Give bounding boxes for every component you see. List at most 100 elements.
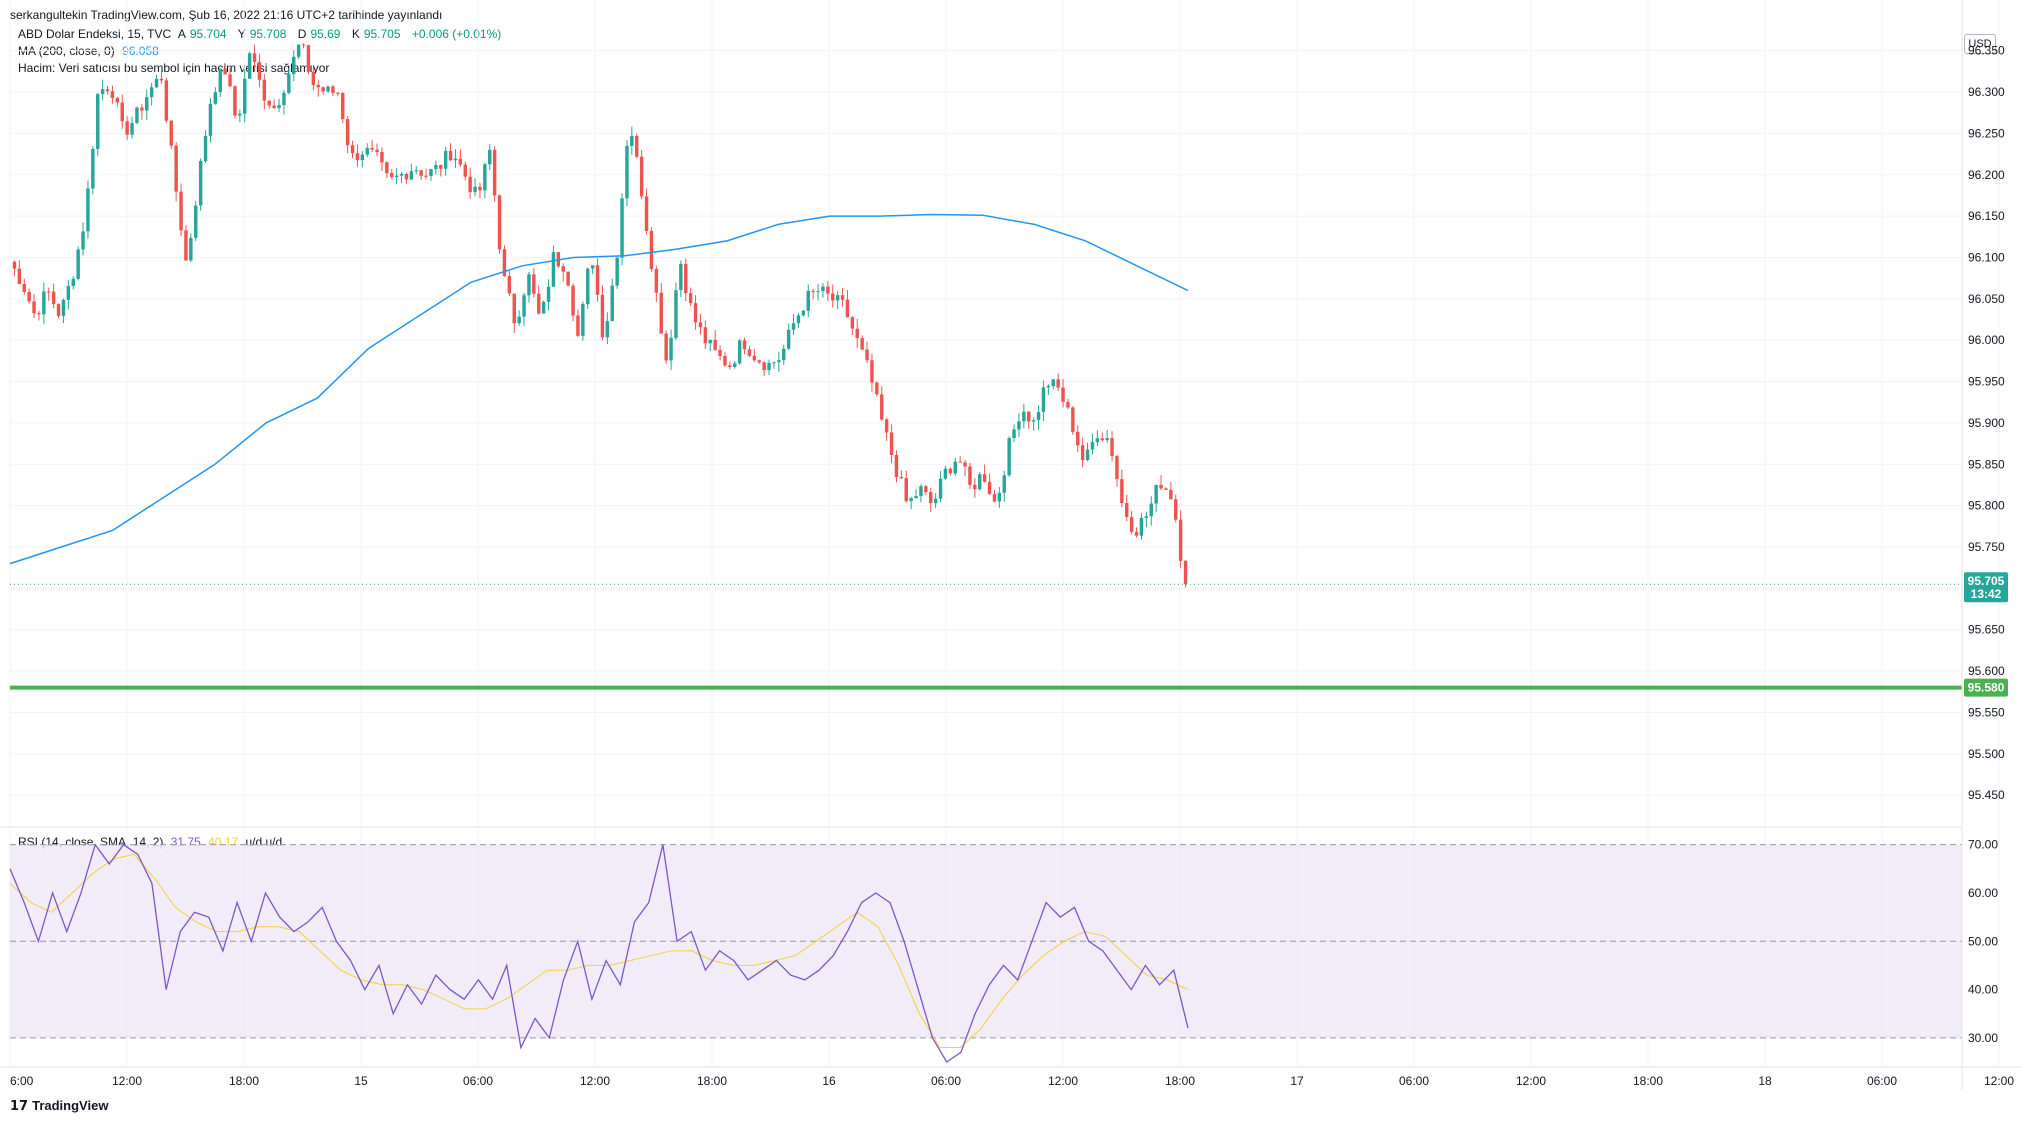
candle bbox=[1144, 511, 1149, 528]
candle bbox=[399, 171, 404, 183]
candle bbox=[115, 96, 120, 107]
price-tick-label: 95.850 bbox=[1968, 457, 2005, 471]
candle bbox=[17, 260, 22, 285]
ma-line bbox=[9, 213, 1189, 565]
candle bbox=[1159, 475, 1163, 491]
price-tick-label: 96.250 bbox=[1968, 126, 2005, 140]
candle bbox=[478, 183, 482, 199]
candle bbox=[287, 68, 291, 95]
candle bbox=[32, 294, 36, 319]
candle bbox=[1012, 424, 1016, 443]
candle bbox=[149, 82, 154, 106]
candle bbox=[100, 79, 105, 101]
candle bbox=[27, 288, 31, 304]
candle bbox=[522, 292, 526, 327]
candle bbox=[257, 53, 262, 88]
candle bbox=[517, 310, 521, 326]
countdown-label: 13:42 bbox=[1971, 587, 2002, 601]
candle bbox=[145, 89, 149, 120]
time-tick-label: 12:00 bbox=[112, 1074, 142, 1088]
price-tick-label: 96.100 bbox=[1968, 250, 2005, 264]
time-tick-label: 18:00 bbox=[1165, 1074, 1195, 1088]
time-axis[interactable]: 6:00 12:00 18:00 15 06:00 12:00 18:00 16 06:00 12… bbox=[10, 1074, 2014, 1088]
candle bbox=[541, 300, 546, 314]
candle bbox=[154, 74, 159, 89]
candle bbox=[1076, 425, 1080, 453]
candle bbox=[91, 146, 95, 195]
candle bbox=[443, 146, 448, 176]
candle bbox=[86, 180, 90, 239]
candle bbox=[527, 271, 531, 303]
time-tick-label: 06:00 bbox=[463, 1074, 493, 1088]
tradingview-brand[interactable]: 17 TradingView bbox=[10, 1098, 109, 1114]
candle bbox=[404, 172, 409, 184]
candle bbox=[468, 167, 472, 199]
candle bbox=[791, 314, 796, 336]
candle bbox=[331, 84, 335, 97]
candle bbox=[728, 361, 732, 370]
candle bbox=[267, 100, 271, 109]
candle bbox=[218, 68, 222, 98]
symbol-legend[interactable]: ABD Dolar Endeksi, 15, TVC A 95.704 Y 95.7… bbox=[18, 27, 505, 41]
candle bbox=[483, 162, 487, 199]
volume-legend[interactable]: Hacim: Veri satıcısı bu sembol için haci… bbox=[18, 61, 333, 75]
price-tick-label: 95.450 bbox=[1968, 788, 2005, 802]
candle bbox=[904, 470, 908, 503]
candle bbox=[968, 462, 972, 489]
candle bbox=[884, 418, 889, 441]
candle bbox=[747, 345, 752, 357]
candle bbox=[76, 246, 80, 281]
candle bbox=[1139, 513, 1144, 540]
rsi-tick-label: 30.00 bbox=[1968, 1031, 1998, 1045]
time-tick-label: 06:00 bbox=[1867, 1074, 1897, 1088]
candle bbox=[752, 349, 757, 363]
candle bbox=[982, 464, 987, 483]
volume-text: Hacim: Veri satıcısı bu sembol için haci… bbox=[18, 61, 330, 75]
candle bbox=[198, 158, 203, 211]
candle bbox=[644, 188, 649, 235]
candle bbox=[203, 130, 208, 164]
candle bbox=[370, 140, 374, 153]
candle bbox=[321, 86, 325, 95]
candle bbox=[561, 263, 565, 282]
candle bbox=[492, 146, 497, 202]
candle bbox=[1095, 430, 1100, 447]
candle bbox=[81, 222, 85, 256]
candle bbox=[189, 233, 193, 262]
price-tick-label: 95.900 bbox=[1968, 416, 2005, 430]
rsi-axis[interactable]: 70.00 60.00 50.00 40.00 30.00 bbox=[1968, 838, 1998, 1045]
candle bbox=[61, 298, 66, 324]
candle bbox=[1125, 494, 1129, 522]
candle bbox=[649, 227, 654, 272]
candle bbox=[943, 465, 948, 480]
price-tick-label: 96.150 bbox=[1968, 209, 2005, 223]
price-tick-label: 96.200 bbox=[1968, 168, 2005, 182]
candle bbox=[909, 496, 913, 510]
rsi-line bbox=[9, 843, 1189, 1063]
candle bbox=[953, 457, 957, 477]
published-line: serkangultekin TradingView.com, Şub 16, … bbox=[10, 8, 443, 22]
candle bbox=[292, 50, 296, 82]
candle bbox=[1115, 455, 1119, 487]
candle bbox=[566, 271, 570, 286]
candle bbox=[963, 460, 967, 476]
candle bbox=[723, 352, 727, 367]
candle bbox=[1149, 496, 1153, 526]
candle bbox=[1046, 384, 1051, 395]
candle bbox=[1183, 559, 1188, 588]
candle bbox=[345, 116, 350, 154]
candle bbox=[439, 164, 443, 177]
price-tick-label: 96.350 bbox=[1968, 44, 2005, 58]
candle bbox=[194, 200, 198, 241]
price-axis[interactable]: 96.350 96.300 96.250 96.200 96.150 96.100 96.0… bbox=[1968, 44, 2005, 803]
candle bbox=[105, 85, 110, 95]
change-value: +0.006 (+0.01%) bbox=[411, 27, 502, 41]
candle bbox=[948, 467, 953, 476]
candle bbox=[355, 144, 360, 167]
currency-button[interactable]: USD bbox=[1964, 34, 1996, 54]
time-tick-label: 12:00 bbox=[1516, 1074, 1546, 1088]
price-tick-label: 95.550 bbox=[1968, 705, 2005, 719]
candle bbox=[233, 85, 237, 119]
